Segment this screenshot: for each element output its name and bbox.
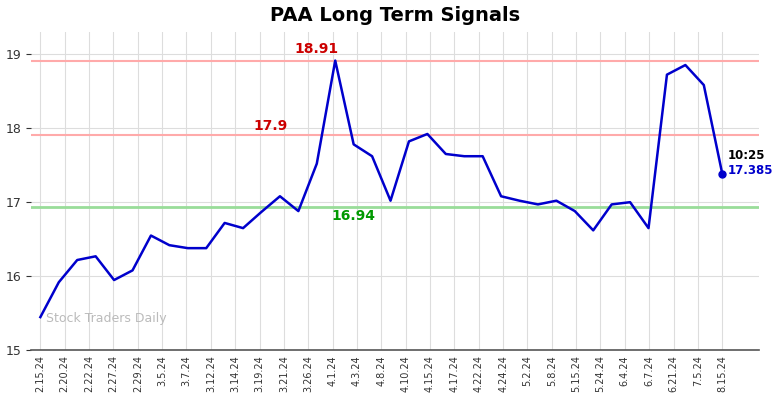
Text: Stock Traders Daily: Stock Traders Daily [45,312,166,325]
Text: 17.385: 17.385 [728,164,773,177]
Text: 17.9: 17.9 [253,119,288,133]
Text: 18.91: 18.91 [295,42,339,56]
Text: 10:25: 10:25 [728,149,765,162]
Text: 16.94: 16.94 [332,209,376,223]
Title: PAA Long Term Signals: PAA Long Term Signals [270,6,521,25]
